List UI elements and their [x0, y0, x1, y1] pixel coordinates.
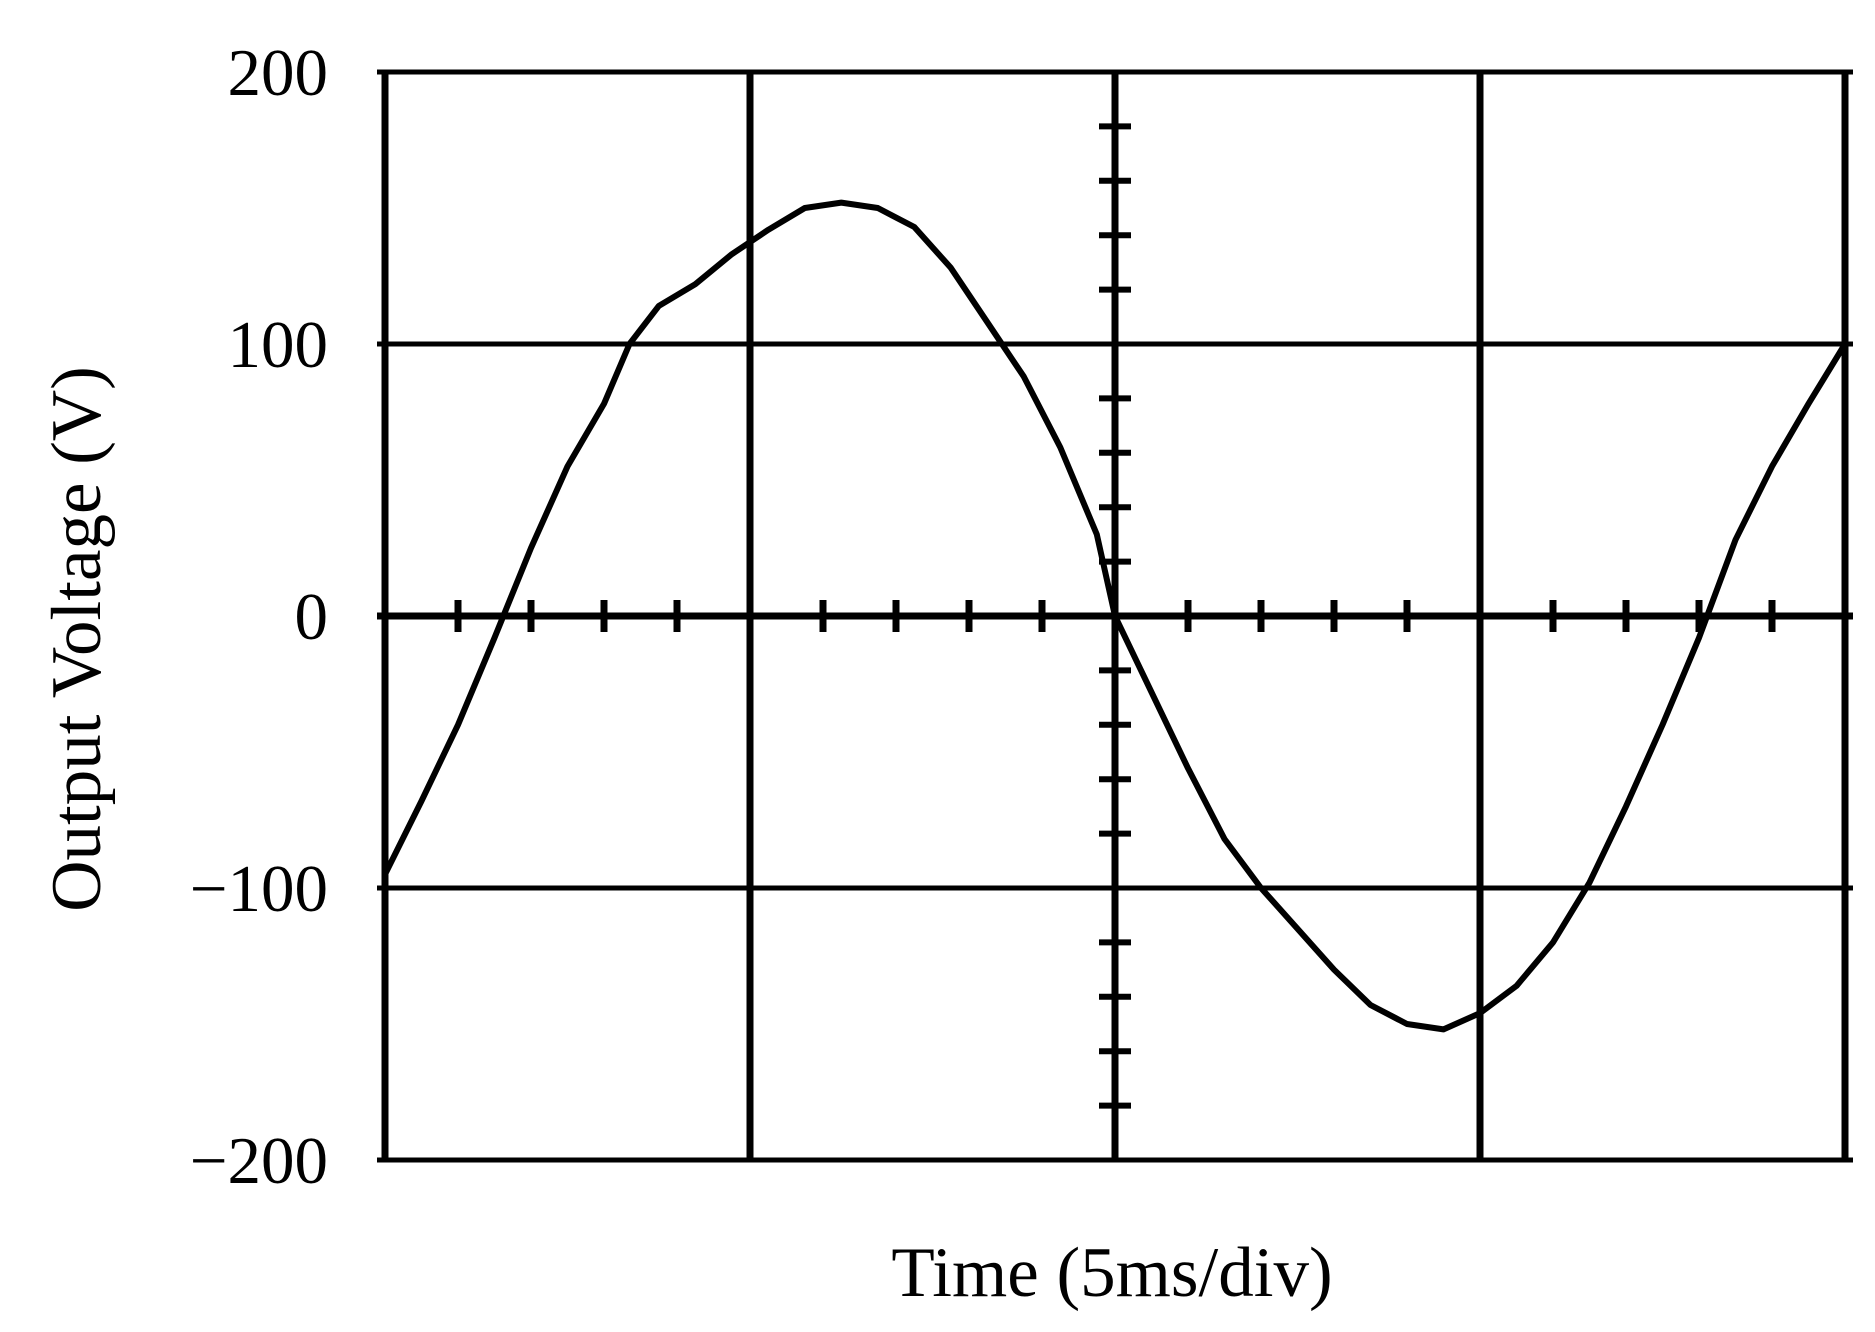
y-tick-label: 0	[295, 580, 329, 654]
y-tick-label: −100	[190, 852, 328, 926]
minor-ticks	[454, 123, 1776, 1109]
series-line	[382, 199, 1848, 1033]
series-layer	[382, 199, 1848, 1033]
y-tick-label: −200	[190, 1124, 328, 1198]
grid	[377, 69, 1853, 1163]
y-tick-label: 100	[228, 308, 329, 382]
y-tick-label: 200	[228, 36, 329, 110]
y-tick-labels: 200 100 0 −100 −200	[190, 36, 328, 1198]
y-axis-title: Output Voltage (V)	[38, 366, 116, 912]
x-axis-title: Time (5ms/div)	[891, 1234, 1332, 1312]
